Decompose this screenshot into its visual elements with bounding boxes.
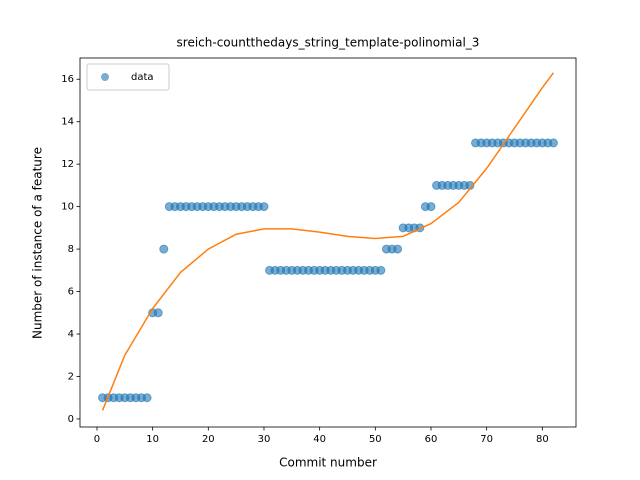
x-tick-label: 0 [94, 434, 100, 445]
legend-marker [101, 73, 109, 81]
x-tick-label: 60 [425, 434, 438, 445]
data-point [153, 308, 163, 318]
x-tick-label: 30 [258, 434, 271, 445]
y-tick-label: 0 [68, 414, 74, 425]
data-point [548, 138, 558, 148]
y-tick-label: 2 [68, 371, 74, 382]
x-tick-label: 70 [480, 434, 493, 445]
fit-line [101, 72, 555, 411]
y-tick-label: 8 [68, 244, 74, 255]
chart-title: sreich-countthedays_string_template-poli… [177, 36, 480, 50]
data-point [393, 244, 403, 254]
x-axis-label: Commit number [279, 456, 377, 470]
legend-label: data [131, 72, 154, 83]
y-tick-label: 12 [61, 159, 74, 170]
data-point [259, 202, 269, 212]
y-tick-label: 6 [68, 287, 74, 298]
legend-box [86, 63, 170, 91]
y-tick-label: 16 [61, 74, 74, 85]
y-tick-label: 14 [61, 117, 74, 128]
data-point [376, 265, 386, 275]
data-point [142, 393, 152, 403]
y-tick-label: 10 [61, 202, 74, 213]
data-point [159, 244, 169, 254]
x-tick-label: 10 [146, 434, 159, 445]
y-tick-label: 4 [68, 329, 74, 340]
y-axis-label: Number of instance of a feature [31, 147, 45, 339]
x-tick-label: 50 [369, 434, 382, 445]
x-tick-label: 20 [202, 434, 215, 445]
x-tick-label: 80 [536, 434, 549, 445]
data-point [426, 202, 436, 212]
plot-frame [79, 57, 577, 428]
x-tick-label: 40 [313, 434, 326, 445]
